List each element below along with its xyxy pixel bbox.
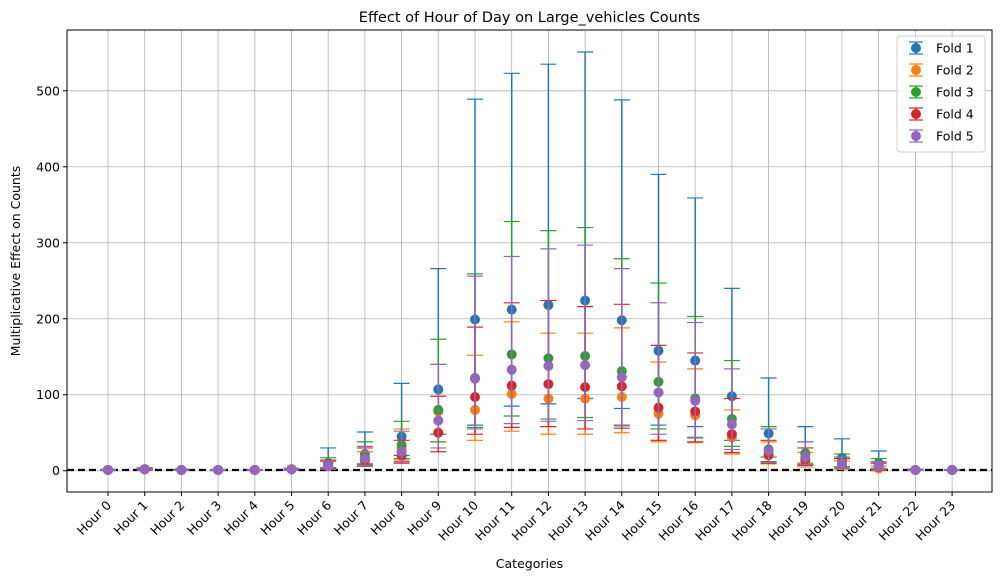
x-tick-label: Hour 8 <box>367 497 407 537</box>
data-point <box>653 387 664 398</box>
data-point <box>433 415 444 426</box>
data-point <box>837 458 847 469</box>
y-tick-label: 0 <box>52 463 60 478</box>
data-point <box>543 360 554 371</box>
legend-marker <box>911 43 921 53</box>
legend-marker <box>911 65 921 75</box>
data-point <box>506 364 517 375</box>
legend: Fold 1 Fold 2 Fold 3 Fold 4 Fold 5 <box>896 35 986 153</box>
legend-marker <box>911 131 921 141</box>
chart-title: Effect of Hour of Day on Large_vehicles … <box>359 10 700 26</box>
legend-item: Fold 2 <box>909 63 974 78</box>
data-point <box>726 419 737 430</box>
data-point <box>800 452 811 463</box>
y-tick-label: 200 <box>36 311 60 326</box>
data-point <box>580 360 591 371</box>
legend-marker <box>911 87 921 97</box>
data-point <box>103 464 113 475</box>
legend-label: Fold 3 <box>936 85 974 100</box>
legend-item: Fold 4 <box>909 107 974 122</box>
legend-box <box>896 35 986 153</box>
grid <box>67 30 992 492</box>
data-point <box>690 395 701 406</box>
legend-label: Fold 4 <box>936 107 974 122</box>
data-point <box>470 373 480 384</box>
data-point <box>359 453 370 464</box>
y-tick-label: 300 <box>36 235 60 250</box>
x-tick-label: Hour 4 <box>221 497 261 537</box>
legend-label: Fold 5 <box>936 129 974 144</box>
series-4 <box>100 299 961 475</box>
data-point <box>873 461 884 472</box>
data-point <box>249 464 260 475</box>
legend-items: Fold 1 Fold 2 Fold 3 Fold 4 Fold 5 <box>909 41 974 144</box>
series-layer <box>100 51 961 475</box>
series-2 <box>100 321 961 475</box>
x-tick-label: Hour 3 <box>184 498 224 538</box>
series-5 <box>100 244 961 475</box>
y-tick-label: 100 <box>36 387 60 402</box>
data-point <box>616 372 627 383</box>
x-axis-label: Categories <box>496 556 563 571</box>
data-point <box>286 464 297 475</box>
x-tick-label: Hour 1 <box>110 498 150 538</box>
data-point <box>323 461 334 472</box>
data-point <box>763 445 774 456</box>
x-tick-label: Hour 2 <box>147 498 187 538</box>
series-1 <box>100 51 961 475</box>
data-point <box>947 464 958 475</box>
y-tick-label: 400 <box>36 159 60 174</box>
legend-item: Fold 3 <box>909 85 974 100</box>
data-point <box>910 464 921 475</box>
legend-label: Fold 2 <box>936 63 974 78</box>
x-tick-label: Hour 5 <box>257 498 297 538</box>
y-axis-label: Multiplicative Effect on Counts <box>8 166 23 357</box>
legend-item: Fold 5 <box>909 129 974 144</box>
y-tick-label: 500 <box>36 83 60 98</box>
x-tick-label: Hour 0 <box>74 497 114 537</box>
data-point <box>213 464 224 475</box>
x-tick-label: Hour 23 <box>912 498 958 544</box>
legend-label: Fold 1 <box>936 41 974 56</box>
data-point <box>139 464 150 475</box>
y-axis-ticks: 0 100 200 300 400 500 <box>36 83 67 478</box>
plot-frame <box>66 29 993 493</box>
x-tick-label: Hour 6 <box>294 497 334 537</box>
legend-item: Fold 1 <box>909 41 974 56</box>
data-point <box>396 446 407 457</box>
legend-marker <box>911 109 921 119</box>
x-tick-label: Hour 7 <box>331 498 371 538</box>
series-3 <box>100 220 961 475</box>
data-point <box>176 464 187 475</box>
